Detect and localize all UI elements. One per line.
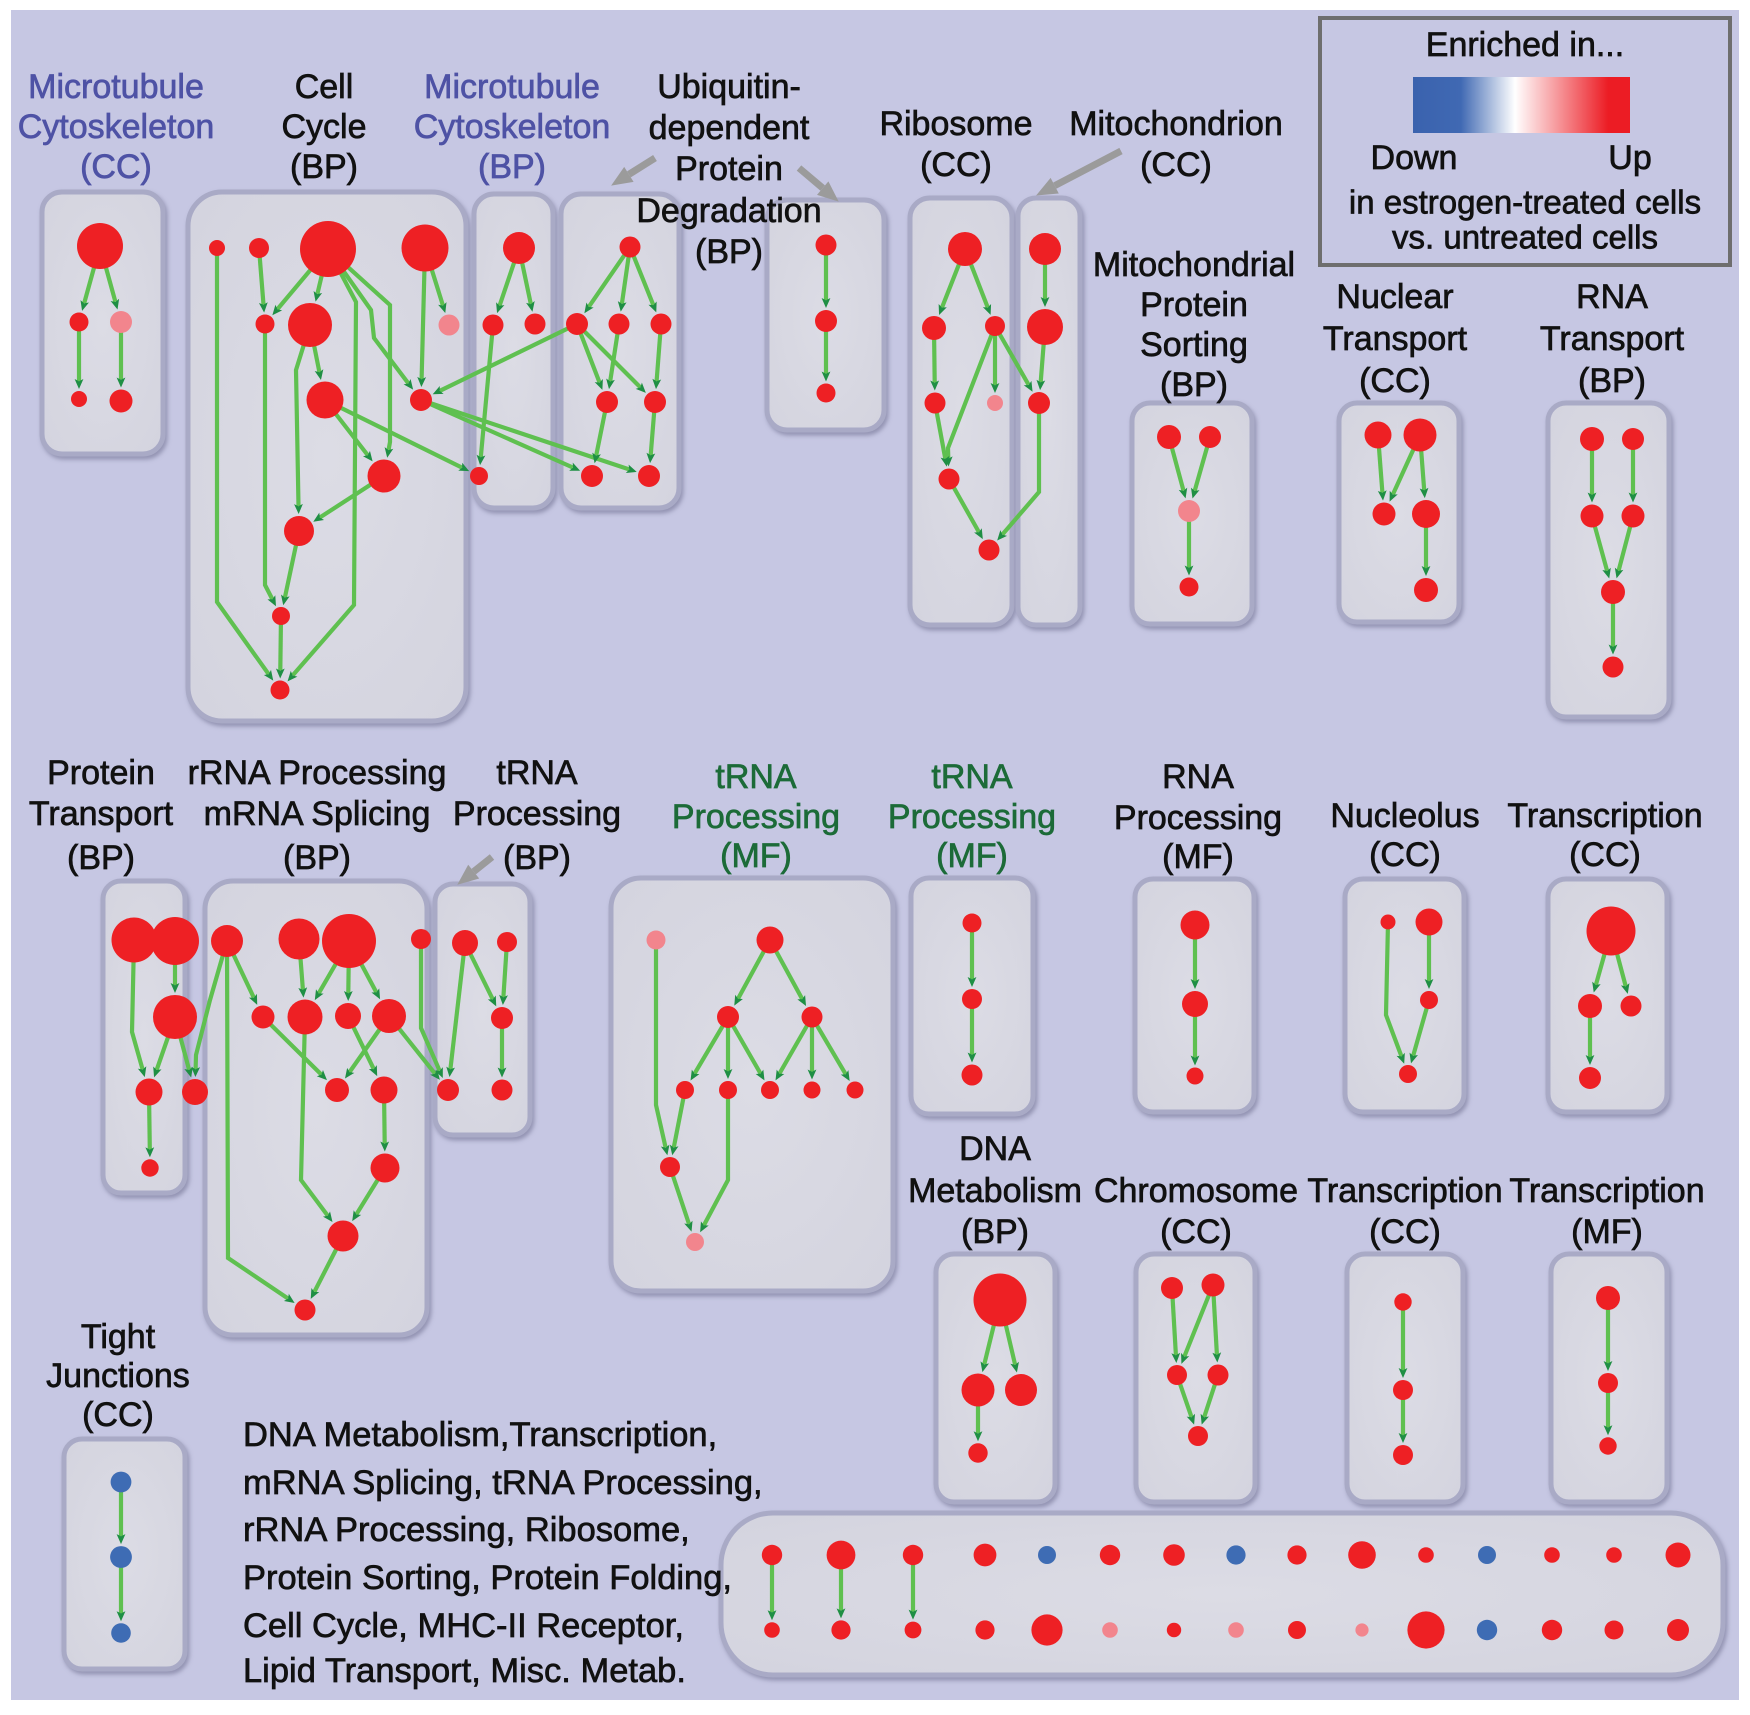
svg-text:(CC): (CC) — [920, 146, 992, 184]
svg-text:Metabolism: Metabolism — [908, 1172, 1082, 1210]
svg-text:(CC): (CC) — [1369, 1213, 1441, 1251]
svg-text:Cell: Cell — [295, 68, 354, 106]
svg-text:(CC): (CC) — [1569, 836, 1641, 874]
svg-text:Cytoskeleton: Cytoskeleton — [414, 108, 611, 146]
svg-text:Nucleolus: Nucleolus — [1330, 797, 1479, 835]
svg-text:Microtubule: Microtubule — [28, 68, 204, 106]
svg-text:Sorting: Sorting — [1140, 326, 1248, 364]
svg-text:(BP): (BP) — [478, 148, 546, 186]
svg-text:Ribosome: Ribosome — [879, 105, 1032, 143]
svg-text:Degradation: Degradation — [636, 192, 821, 230]
svg-text:Transcription: Transcription — [1307, 1172, 1502, 1210]
svg-text:(BP): (BP) — [1578, 362, 1646, 400]
svg-text:mRNA Splicing: mRNA Splicing — [204, 795, 431, 833]
svg-text:Processing: Processing — [453, 795, 621, 833]
svg-text:Up: Up — [1608, 139, 1651, 177]
svg-text:(MF): (MF) — [720, 837, 792, 875]
svg-text:Junctions: Junctions — [46, 1357, 190, 1395]
svg-text:Processing: Processing — [1114, 799, 1282, 837]
svg-text:Transport: Transport — [1540, 320, 1685, 358]
svg-text:(CC): (CC) — [1369, 836, 1441, 874]
svg-text:Protein: Protein — [675, 150, 783, 188]
svg-text:(CC): (CC) — [80, 148, 152, 186]
svg-text:Chromosome: Chromosome — [1094, 1172, 1298, 1210]
svg-text:(MF): (MF) — [936, 837, 1008, 875]
svg-text:Processing: Processing — [888, 798, 1056, 836]
svg-text:rRNA Processing: rRNA Processing — [188, 754, 447, 792]
svg-text:RNA: RNA — [1576, 278, 1648, 316]
svg-text:in estrogen-treated cells: in estrogen-treated cells — [1349, 184, 1701, 221]
svg-text:Protein: Protein — [47, 754, 155, 792]
svg-text:Transport: Transport — [29, 795, 174, 833]
svg-text:Cytoskeleton: Cytoskeleton — [18, 108, 215, 146]
svg-text:(BP): (BP) — [695, 233, 763, 271]
svg-text:(CC): (CC) — [1160, 1213, 1232, 1251]
svg-text:(BP): (BP) — [503, 839, 571, 877]
svg-text:Enriched in...: Enriched in... — [1426, 26, 1624, 64]
svg-text:Protein: Protein — [1140, 286, 1248, 324]
svg-text:RNA: RNA — [1162, 758, 1234, 796]
svg-text:Ubiquitin-: Ubiquitin- — [657, 68, 801, 106]
svg-text:(CC): (CC) — [1140, 146, 1212, 184]
svg-text:DNA Metabolism,Transcription,: DNA Metabolism,Transcription, — [243, 1416, 717, 1454]
svg-text:(MF): (MF) — [1571, 1213, 1643, 1251]
svg-text:(BP): (BP) — [67, 839, 135, 877]
svg-text:Cycle: Cycle — [281, 108, 366, 146]
svg-text:vs. untreated cells: vs. untreated cells — [1392, 219, 1658, 256]
svg-text:Microtubule: Microtubule — [424, 68, 600, 106]
svg-text:(BP): (BP) — [283, 839, 351, 877]
svg-text:Processing: Processing — [672, 798, 840, 836]
svg-text:Transcription: Transcription — [1509, 1172, 1704, 1210]
svg-text:Down: Down — [1371, 139, 1458, 177]
svg-text:Protein Sorting, Protein Foldi: Protein Sorting, Protein Folding, — [243, 1559, 732, 1597]
svg-text:Tight: Tight — [81, 1318, 156, 1356]
svg-text:tRNA: tRNA — [496, 754, 578, 792]
svg-text:(MF): (MF) — [1162, 838, 1234, 876]
svg-text:(BP): (BP) — [1160, 366, 1228, 404]
svg-text:Transcription: Transcription — [1507, 797, 1702, 835]
svg-text:Lipid Transport, Misc. Metab.: Lipid Transport, Misc. Metab. — [243, 1652, 686, 1690]
svg-text:Cell Cycle, MHC-II Receptor,: Cell Cycle, MHC-II Receptor, — [243, 1607, 684, 1645]
svg-text:mRNA Splicing, tRNA Processing: mRNA Splicing, tRNA Processing, — [243, 1464, 763, 1502]
svg-text:Mitochondrial: Mitochondrial — [1093, 246, 1295, 284]
svg-text:Transport: Transport — [1323, 320, 1468, 358]
svg-text:Mitochondrion: Mitochondrion — [1069, 105, 1283, 143]
svg-text:tRNA: tRNA — [715, 758, 797, 796]
svg-text:rRNA Processing, Ribosome,: rRNA Processing, Ribosome, — [243, 1511, 690, 1549]
svg-text:(BP): (BP) — [290, 148, 358, 186]
svg-text:(CC): (CC) — [82, 1396, 154, 1434]
svg-text:DNA: DNA — [959, 1130, 1031, 1168]
svg-text:(BP): (BP) — [961, 1213, 1029, 1251]
svg-text:tRNA: tRNA — [931, 758, 1013, 796]
svg-text:(CC): (CC) — [1359, 362, 1431, 400]
svg-text:dependent: dependent — [649, 109, 810, 147]
svg-text:Nuclear: Nuclear — [1336, 278, 1453, 316]
